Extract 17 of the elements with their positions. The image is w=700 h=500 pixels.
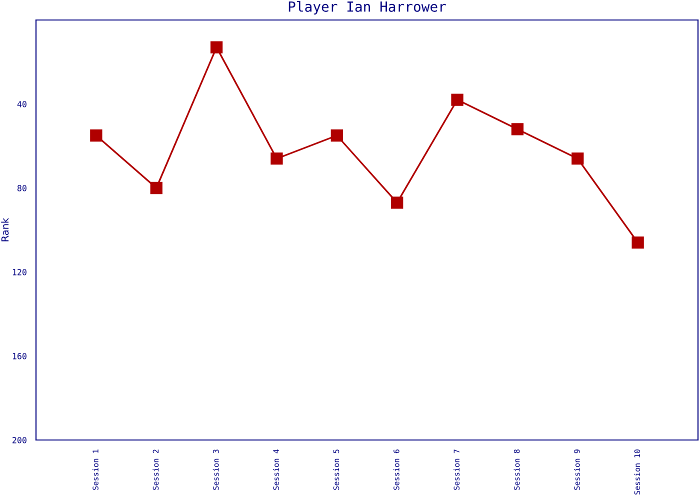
point xyxy=(391,196,404,209)
point xyxy=(330,129,343,142)
y-tick-label: 120 xyxy=(12,269,26,276)
y-tick-label: 160 xyxy=(12,353,26,360)
y-tick-label: 40 xyxy=(17,101,26,108)
point xyxy=(270,152,283,165)
point xyxy=(511,123,524,136)
chart-title: Player Ian Harrower xyxy=(288,1,446,15)
point xyxy=(210,41,223,54)
point xyxy=(451,94,464,106)
point xyxy=(632,236,644,249)
y-tick-label: 200 xyxy=(12,437,26,444)
y-axis-title: Rank xyxy=(1,218,9,242)
point xyxy=(572,152,584,165)
point xyxy=(90,129,102,142)
y-tick-label: 80 xyxy=(17,185,26,192)
point xyxy=(150,182,162,194)
